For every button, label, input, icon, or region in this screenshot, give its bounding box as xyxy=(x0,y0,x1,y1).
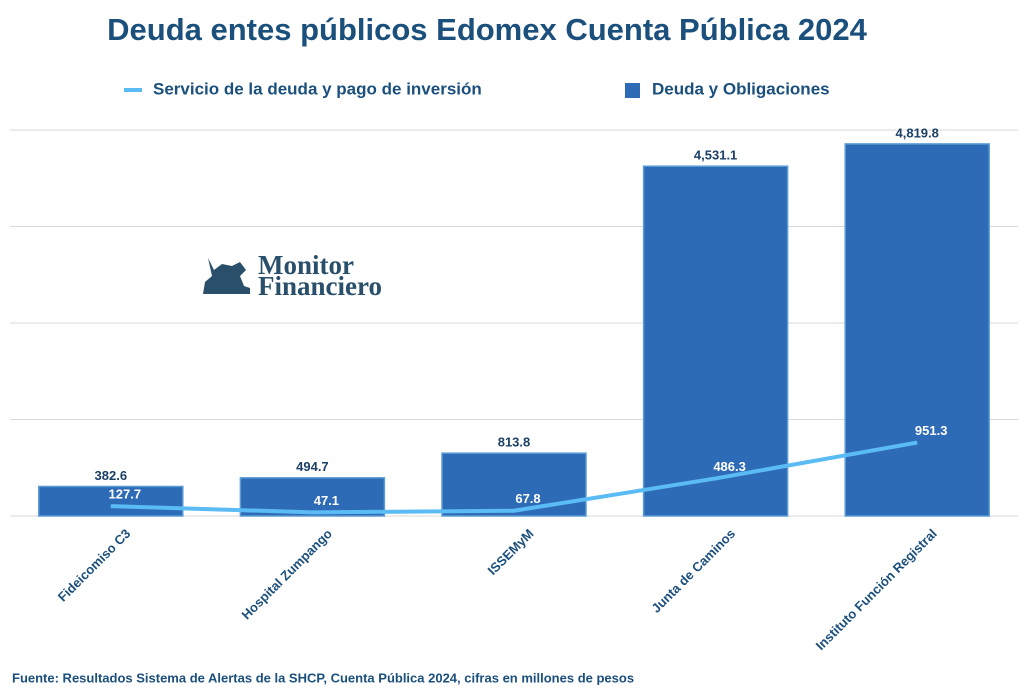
x-tick-label: Fideicomiso C3 xyxy=(55,526,134,605)
bar-value-label: 4,531.1 xyxy=(694,148,737,163)
logo-text: Monitor xyxy=(258,250,354,280)
line-value-label: 67.8 xyxy=(515,491,540,506)
bar xyxy=(239,477,386,517)
line xyxy=(110,440,918,515)
legend-label: Deuda y Obligaciones xyxy=(652,79,830,98)
bar xyxy=(38,485,184,517)
x-tick-label: Instituto Función Registral xyxy=(813,526,940,653)
bar-value-label: 4,819.8 xyxy=(896,125,939,140)
logo-icon xyxy=(203,258,250,294)
logo-text: Financiero xyxy=(258,271,382,301)
legend-label: Servicio de la deuda y pago de inversión xyxy=(153,79,482,98)
line-value-label: 486.3 xyxy=(713,459,746,474)
bar-value-label: 494.7 xyxy=(296,459,329,474)
chart-title: Deuda entes públicos Edomex Cuenta Públi… xyxy=(107,12,867,47)
bar xyxy=(441,452,587,517)
bar-value-label: 382.6 xyxy=(95,468,128,483)
bar xyxy=(844,143,990,517)
source-note: Fuente: Resultados Sistema de Alertas de… xyxy=(12,670,634,685)
logo: Monitor Financiero xyxy=(203,250,382,301)
line-value-label: 127.7 xyxy=(109,487,142,502)
line-value-label: 47.1 xyxy=(314,493,339,508)
x-tick-label: Hospital Zumpango xyxy=(239,526,335,622)
bar xyxy=(642,165,789,517)
line-value-label: 951.3 xyxy=(915,423,948,438)
legend-swatch xyxy=(625,83,640,98)
x-tick-label: Junta de Caminos xyxy=(648,526,738,616)
bar-value-label: 813.8 xyxy=(498,435,531,450)
x-tick-label: ISSEMyM xyxy=(485,526,537,578)
